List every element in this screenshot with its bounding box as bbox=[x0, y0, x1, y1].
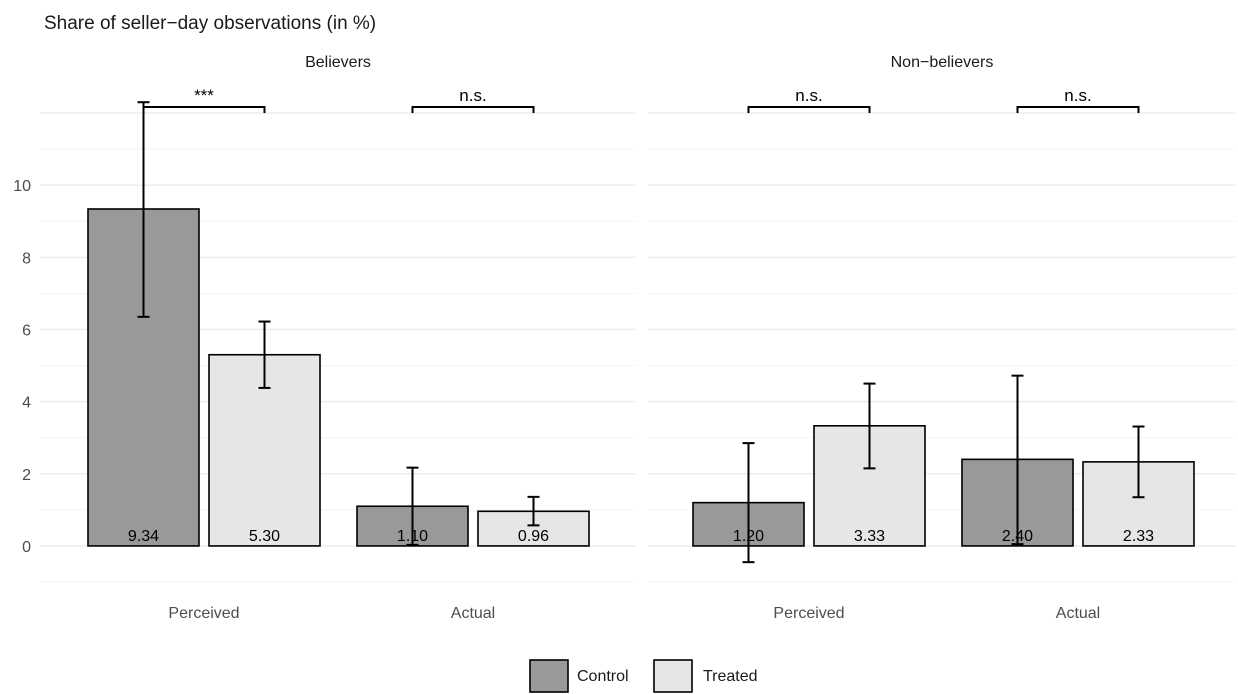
y-tick-label: 8 bbox=[22, 250, 31, 267]
legend-swatch bbox=[529, 659, 569, 693]
legend-label: Treated bbox=[703, 668, 758, 685]
significance-bracket bbox=[1016, 106, 1140, 113]
significance-label: n.s. bbox=[459, 86, 486, 105]
bar-value-label: 5.30 bbox=[249, 528, 280, 545]
legend: Control Treated bbox=[529, 659, 758, 693]
significance-bracket bbox=[411, 106, 535, 113]
significance-label: n.s. bbox=[1064, 86, 1091, 105]
y-tick-label: 10 bbox=[13, 178, 31, 195]
y-tick-label: 6 bbox=[22, 322, 31, 339]
bar-value-label: 2.33 bbox=[1123, 528, 1154, 545]
x-category-label: Perceived bbox=[773, 605, 844, 622]
facet-label: Non−believers bbox=[891, 54, 994, 71]
bar-value-label: 9.34 bbox=[128, 528, 159, 545]
bar-value-label: 3.33 bbox=[854, 528, 885, 545]
significance-label: *** bbox=[194, 86, 214, 105]
significance-label: n.s. bbox=[795, 86, 822, 105]
significance-bracket bbox=[142, 106, 266, 113]
x-category-label: Perceived bbox=[168, 605, 239, 622]
facet-label: Believers bbox=[305, 54, 371, 71]
x-category-label: Actual bbox=[451, 605, 495, 622]
x-category-label: Actual bbox=[1056, 605, 1100, 622]
y-tick-label: 0 bbox=[22, 539, 31, 556]
bar-value-label: 0.96 bbox=[518, 528, 549, 545]
y-tick-label: 2 bbox=[22, 467, 31, 484]
chart-title: Share of seller−day observations (in %) bbox=[44, 13, 376, 34]
y-tick-label: 4 bbox=[22, 395, 31, 412]
legend-label: Control bbox=[577, 668, 629, 685]
legend-swatch bbox=[653, 659, 693, 693]
significance-bracket bbox=[747, 106, 871, 113]
